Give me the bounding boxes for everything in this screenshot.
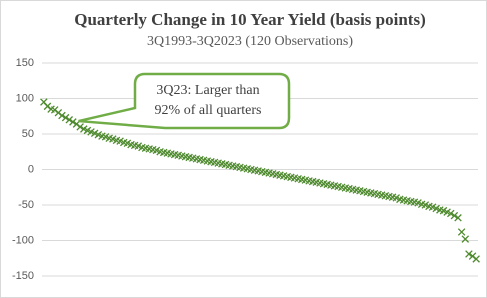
marker	[457, 228, 466, 236]
y-tick-label: 0	[28, 163, 34, 175]
callout-box	[78, 72, 291, 130]
marker	[450, 211, 459, 220]
plot-area: -150 -100 -50 0 50 100 150	[12, 57, 480, 282]
chart-title: Quarterly Change in 10 Year Yield (basis…	[74, 10, 426, 29]
callout: 3Q23: Larger than 92% of all quarters	[78, 72, 291, 130]
marker	[472, 255, 480, 263]
marker	[65, 116, 74, 124]
marker	[461, 235, 470, 243]
callout-text: 3Q23: Larger than	[156, 83, 259, 98]
callout-text: 92% of all quarters	[155, 103, 262, 118]
marker	[58, 111, 66, 120]
marker	[454, 214, 462, 222]
marker	[446, 209, 455, 218]
marker	[465, 250, 473, 258]
y-tick-label: 100	[16, 92, 34, 104]
y-tick-label: 50	[22, 128, 34, 140]
y-tick-label: 150	[16, 57, 34, 69]
y-tick-label: -100	[12, 234, 34, 246]
y-tick-label: -150	[12, 270, 34, 282]
y-tick-label: -50	[18, 199, 34, 211]
marker	[69, 118, 77, 126]
chart-subtitle: 3Q1993-3Q2023 (120 Observations)	[147, 34, 353, 49]
marker	[76, 123, 84, 131]
marker	[61, 113, 70, 122]
